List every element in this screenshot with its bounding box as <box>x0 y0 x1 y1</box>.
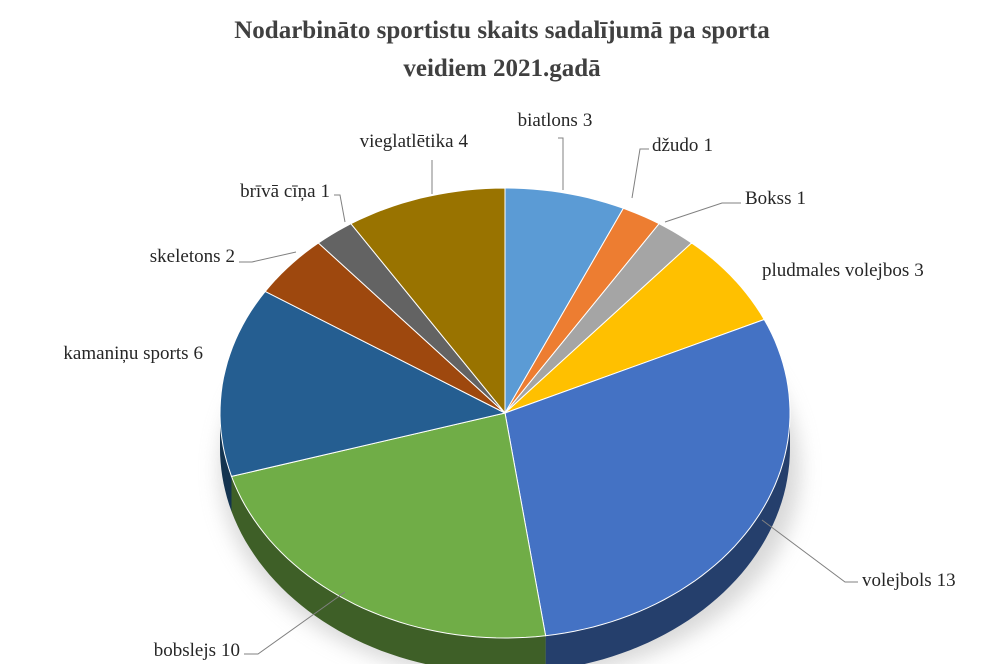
data-label-category: Bokss <box>745 188 791 209</box>
data-label-value: 13 <box>937 570 956 591</box>
data-label: vieglatlētika 4 <box>360 131 469 152</box>
pie-slice <box>504 187 625 415</box>
pie-slice-side <box>545 413 790 664</box>
leader-line <box>244 591 346 655</box>
pie-slice-side <box>220 413 232 512</box>
data-label-category: skeletons <box>150 246 221 267</box>
data-label-value: 10 <box>221 640 240 661</box>
data-label-category: volejbols <box>862 570 932 591</box>
pie-slice <box>219 290 507 477</box>
data-label-value: 2 <box>226 246 236 267</box>
data-label-value: 3 <box>914 260 924 281</box>
data-label: džudo 1 <box>652 135 713 156</box>
pie-slice <box>504 223 693 414</box>
data-label-value: 1 <box>321 181 331 202</box>
data-label: Bokss 1 <box>745 188 806 209</box>
data-label: skeletons 2 <box>150 246 235 267</box>
data-label-category: biatlons <box>518 110 578 131</box>
pie-slice-side <box>231 476 546 664</box>
leader-line <box>664 202 741 223</box>
leader-line <box>631 148 649 199</box>
leader-line <box>334 194 346 223</box>
data-label: pludmales volejbos 3 <box>762 260 924 281</box>
data-label: brīvā cīņa 1 <box>240 181 330 202</box>
pie-slice <box>504 318 791 637</box>
data-label-category: brīvā cīņa <box>240 181 316 202</box>
chart-title: Nodarbināto sportistu skaits sadalījumā … <box>234 17 770 82</box>
pie-slice <box>350 187 506 415</box>
pie-slice <box>230 412 547 639</box>
data-label-value: 3 <box>583 110 593 131</box>
leader-line <box>558 137 564 190</box>
data-label: bobslejs 10 <box>154 640 240 661</box>
data-label-value: 4 <box>459 131 469 152</box>
data-label-category: pludmales volejbos <box>762 260 909 281</box>
data-label-value: 6 <box>194 343 204 364</box>
leader-line <box>239 251 297 263</box>
data-label: volejbols 13 <box>862 570 956 591</box>
data-label: kamaniņu sports 6 <box>63 343 203 364</box>
data-label-value: 1 <box>796 188 806 209</box>
pie-slice <box>317 223 506 414</box>
pie-slice <box>504 242 765 414</box>
data-label-value: 1 <box>703 135 713 156</box>
data-label-category: džudo <box>652 135 698 156</box>
data-label-category: vieglatlētika <box>360 131 454 152</box>
data-label-category: kamaniņu sports <box>63 343 188 364</box>
data-label-category: bobslejs <box>154 640 216 661</box>
pie-slice <box>504 207 660 414</box>
leader-line <box>761 519 858 583</box>
pie-slice <box>264 242 506 414</box>
data-label: biatlons 3 <box>518 110 593 131</box>
